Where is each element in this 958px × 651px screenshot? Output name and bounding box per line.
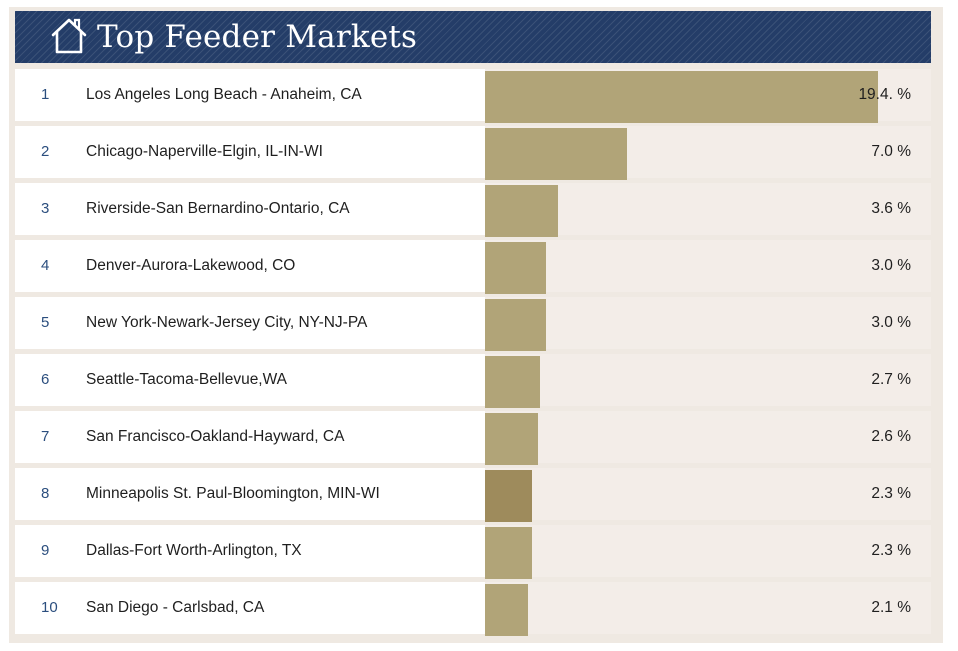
rank-number: 1 [41,86,50,103]
chart-frame: Top Feeder Markets 1 Los Angeles Long Bea… [9,7,943,643]
value-label: 2.3 % [871,542,911,559]
row-label-cell: 4 Denver-Aurora-Lakewood, CO [15,240,485,292]
table-row: 9 Dallas-Fort Worth-Arlington, TX 2.3 % [15,525,931,579]
rank-number: 3 [41,200,50,217]
row-label-cell: 5 New York-Newark-Jersey City, NY-NJ-PA [15,297,485,349]
rank-number: 9 [41,542,50,559]
bar [485,128,627,180]
row-bar-cell: 2.1 % [485,582,931,636]
row-label-cell: 2 Chicago-Naperville-Elgin, IL-IN-WI [15,126,485,178]
market-label: Seattle-Tacoma-Bellevue,WA [86,371,288,388]
market-label: San Francisco-Oakland-Hayward, CA [86,428,345,445]
value-label: 2.3 % [871,485,911,502]
value-label: 3.6 % [871,200,911,217]
row-bar-cell: 3.0 % [485,297,931,351]
rank-number: 6 [41,371,50,388]
market-label: New York-Newark-Jersey City, NY-NJ-PA [86,314,368,331]
rank-number: 2 [41,143,50,160]
market-label: Los Angeles Long Beach - Anaheim, CA [86,86,362,103]
value-label: 2.6 % [871,428,911,445]
market-label: Riverside-San Bernardino-Ontario, CA [86,200,350,217]
row-bar-cell: 7.0 % [485,126,931,180]
table-row: 4 Denver-Aurora-Lakewood, CO 3.0 % [15,240,931,294]
row-label-cell: 10 San Diego - Carlsbad, CA [15,582,485,634]
house-icon [51,18,87,54]
market-label: San Diego - Carlsbad, CA [86,599,265,616]
bar [485,299,546,351]
row-label-cell: 3 Riverside-San Bernardino-Ontario, CA [15,183,485,235]
rank-number: 4 [41,257,50,274]
bar [485,71,878,123]
bar [485,584,528,636]
row-bar-cell: 2.6 % [485,411,931,465]
row-label-cell: 6 Seattle-Tacoma-Bellevue,WA [15,354,485,406]
market-label: Denver-Aurora-Lakewood, CO [86,257,296,274]
table-row: 1 Los Angeles Long Beach - Anaheim, CA 19.… [15,69,931,123]
value-label: 19.4. % [858,86,911,103]
rank-number: 5 [41,314,50,331]
rank-number: 10 [41,599,58,616]
row-bar-cell: 2.7 % [485,354,931,408]
row-label-cell: 9 Dallas-Fort Worth-Arlington, TX [15,525,485,577]
value-label: 3.0 % [871,314,911,331]
chart-title: Top Feeder Markets [97,19,418,55]
table-row: 6 Seattle-Tacoma-Bellevue,WA 2.7 % [15,354,931,408]
row-label-cell: 8 Minneapolis St. Paul-Bloomington, MIN-W… [15,468,485,520]
market-label: Chicago-Naperville-Elgin, IL-IN-WI [86,143,323,160]
row-bar-cell: 3.0 % [485,240,931,294]
value-label: 2.1 % [871,599,911,616]
bar [485,242,546,294]
value-label: 3.0 % [871,257,911,274]
chart-header: Top Feeder Markets [15,11,931,63]
market-label: Minneapolis St. Paul-Bloomington, MIN-WI [86,485,380,502]
value-label: 7.0 % [871,143,911,160]
bar [485,185,558,237]
bar [485,356,540,408]
table-row: 3 Riverside-San Bernardino-Ontario, CA 3.6… [15,183,931,237]
bar [485,470,532,522]
bar [485,527,532,579]
table-row: 10 San Diego - Carlsbad, CA 2.1 % [15,582,931,636]
table-row: 7 San Francisco-Oakland-Hayward, CA 2.6 % [15,411,931,465]
bar [485,413,538,465]
row-label-cell: 7 San Francisco-Oakland-Hayward, CA [15,411,485,463]
market-label: Dallas-Fort Worth-Arlington, TX [86,542,302,559]
value-label: 2.7 % [871,371,911,388]
row-bar-cell: 2.3 % [485,525,931,579]
row-bar-cell: 3.6 % [485,183,931,237]
table-row: 5 New York-Newark-Jersey City, NY-NJ-PA 3.… [15,297,931,351]
row-bar-cell: 19.4. % [485,69,931,123]
row-bar-cell: 2.3 % [485,468,931,522]
row-label-cell: 1 Los Angeles Long Beach - Anaheim, CA [15,69,485,121]
rank-number: 8 [41,485,50,502]
table-row: 8 Minneapolis St. Paul-Bloomington, MIN-W… [15,468,931,522]
table-row: 2 Chicago-Naperville-Elgin, IL-IN-WI 7.0 % [15,126,931,180]
rank-number: 7 [41,428,50,445]
